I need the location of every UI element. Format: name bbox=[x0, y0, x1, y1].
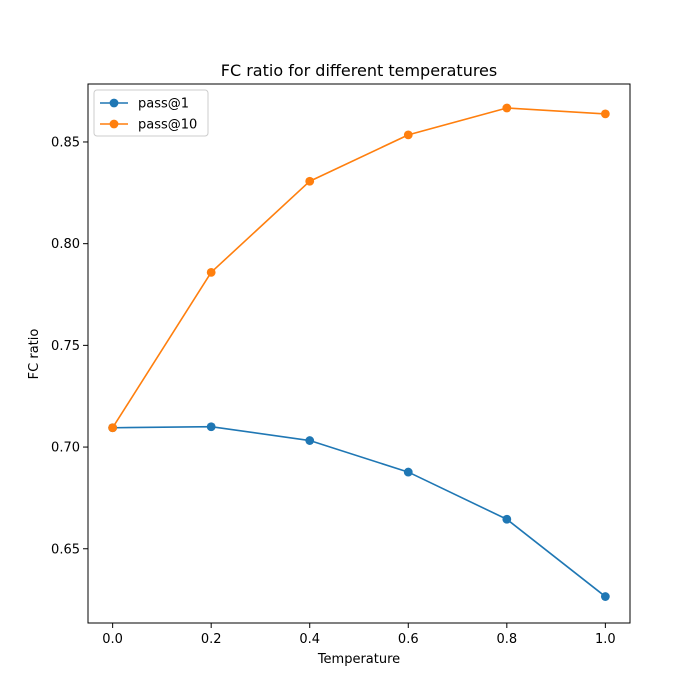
legend-marker bbox=[109, 119, 119, 129]
x-tick-label: 1.0 bbox=[595, 632, 616, 647]
y-tick-label: 0.70 bbox=[51, 441, 80, 456]
x-tick-label: 0.6 bbox=[398, 632, 419, 647]
y-tick-label: 0.85 bbox=[51, 135, 80, 150]
chart-title: FC ratio for different temperatures bbox=[221, 61, 497, 80]
data-point bbox=[206, 422, 216, 432]
x-tick-label: 0.2 bbox=[201, 632, 222, 647]
x-tick-label: 0.0 bbox=[102, 632, 123, 647]
legend-label: pass@1 bbox=[138, 97, 189, 112]
y-tick-label: 0.80 bbox=[51, 237, 80, 252]
legend-label: pass@10 bbox=[138, 118, 197, 133]
data-point bbox=[206, 267, 216, 277]
data-point bbox=[305, 436, 315, 445]
x-tick-label: 0.8 bbox=[496, 632, 517, 647]
data-point bbox=[600, 109, 610, 119]
y-tick-label: 0.65 bbox=[51, 542, 80, 557]
legend: pass@1 pass@10 bbox=[93, 89, 209, 137]
x-tick-label: 0.4 bbox=[299, 632, 320, 647]
y-tick-label: 0.75 bbox=[51, 339, 80, 354]
data-point bbox=[108, 423, 118, 433]
y-axis-ticks: 0.65 0.70 0.75 0.80 0.85 bbox=[51, 135, 88, 557]
axes-frame bbox=[87, 83, 631, 624]
x-axis-label: Temperature bbox=[317, 652, 400, 667]
series-line-2 bbox=[111, 107, 606, 429]
data-point bbox=[600, 592, 610, 601]
data-point bbox=[305, 176, 315, 186]
plot-area bbox=[108, 103, 610, 601]
data-point bbox=[403, 467, 413, 477]
data-point bbox=[502, 514, 512, 524]
data-point bbox=[502, 103, 512, 113]
data-point bbox=[403, 130, 413, 140]
x-axis-ticks: 0.0 0.2 0.4 0.6 0.8 1.0 bbox=[102, 623, 616, 647]
legend-marker bbox=[109, 98, 119, 108]
series-line-1 bbox=[112, 425, 606, 598]
y-axis-label: FC ratio bbox=[27, 329, 42, 380]
